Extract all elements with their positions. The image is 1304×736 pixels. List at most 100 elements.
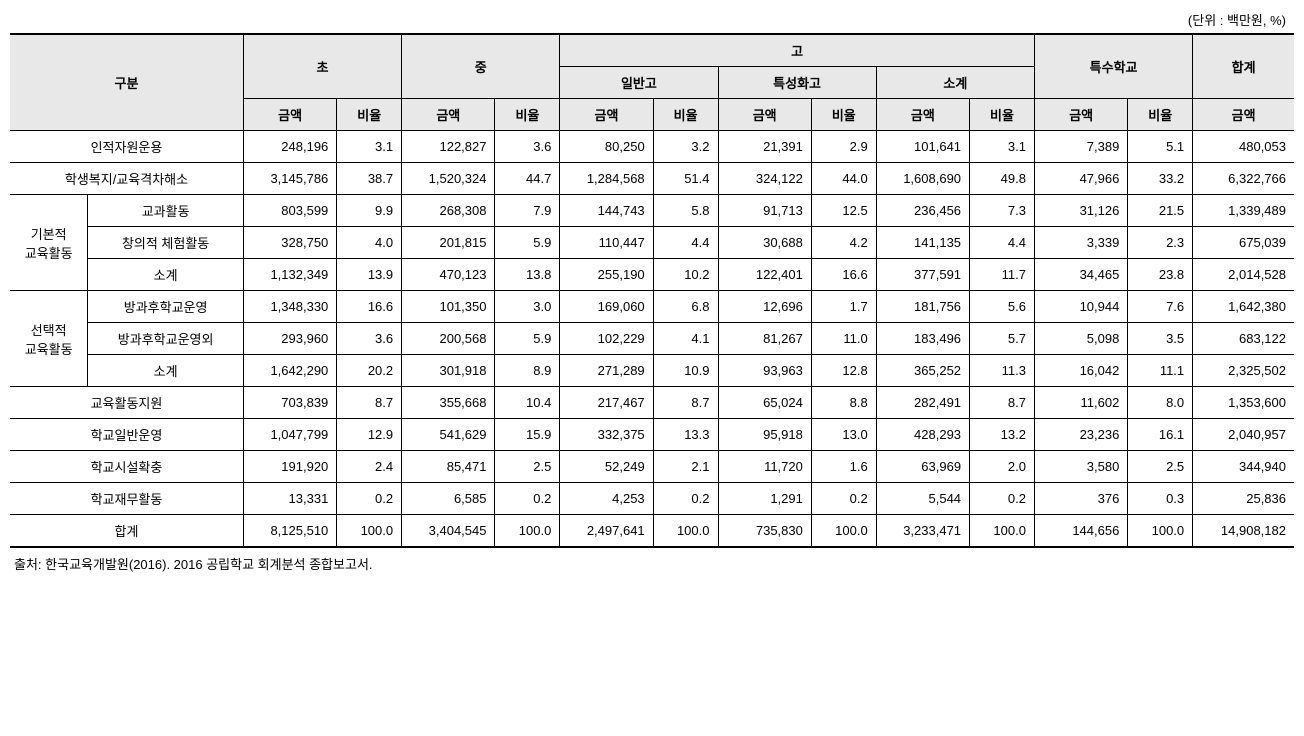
- cell: 675,039: [1193, 227, 1294, 259]
- row-label: 학교일반운영: [10, 419, 243, 451]
- cell: 144,656: [1034, 515, 1127, 548]
- header-amount: 금액: [718, 99, 811, 131]
- table-row: 교육활동지원 703,839 8.7 355,668 10.4 217,467 …: [10, 387, 1294, 419]
- cell: 44.7: [495, 163, 560, 195]
- cell: 8.8: [811, 387, 876, 419]
- header-ratio: 비율: [495, 99, 560, 131]
- header-ratio: 비율: [337, 99, 402, 131]
- cell: 44.0: [811, 163, 876, 195]
- cell: 7.3: [970, 195, 1035, 227]
- row-label: 합계: [10, 515, 243, 548]
- table-row: 소계 1,132,349 13.9 470,123 13.8 255,190 1…: [10, 259, 1294, 291]
- row-label: 인적자원운용: [10, 131, 243, 163]
- cell: 0.2: [495, 483, 560, 515]
- cell: 3.5: [1128, 323, 1193, 355]
- header-elem: 초: [243, 34, 401, 99]
- cell: 7.6: [1128, 291, 1193, 323]
- cell: 10.4: [495, 387, 560, 419]
- cell: 65,024: [718, 387, 811, 419]
- cell: 803,599: [243, 195, 336, 227]
- cell: 11.7: [970, 259, 1035, 291]
- cell: 201,815: [402, 227, 495, 259]
- header-ratio: 비율: [811, 99, 876, 131]
- cell: 8.9: [495, 355, 560, 387]
- cell: 10.9: [653, 355, 718, 387]
- cell: 8.7: [337, 387, 402, 419]
- cell: 3.6: [495, 131, 560, 163]
- cell: 248,196: [243, 131, 336, 163]
- cell: 102,229: [560, 323, 653, 355]
- cell: 5,098: [1034, 323, 1127, 355]
- cell: 2.5: [1128, 451, 1193, 483]
- cell: 5.8: [653, 195, 718, 227]
- cell: 85,471: [402, 451, 495, 483]
- cell: 100.0: [1128, 515, 1193, 548]
- header-ratio: 비율: [653, 99, 718, 131]
- cell: 268,308: [402, 195, 495, 227]
- cell: 3,580: [1034, 451, 1127, 483]
- row-label: 방과후학교운영: [88, 291, 244, 323]
- cell: 282,491: [876, 387, 969, 419]
- cell: 13.0: [811, 419, 876, 451]
- cell: 5.9: [495, 227, 560, 259]
- cell: 3,145,786: [243, 163, 336, 195]
- cell: 200,568: [402, 323, 495, 355]
- cell: 8.0: [1128, 387, 1193, 419]
- group-label: 기본적 교육활동: [10, 195, 88, 291]
- cell: 2.1: [653, 451, 718, 483]
- cell: 10,944: [1034, 291, 1127, 323]
- table-row: 방과후학교운영외 293,960 3.6 200,568 5.9 102,229…: [10, 323, 1294, 355]
- cell: 3.2: [653, 131, 718, 163]
- row-label: 학교시설확충: [10, 451, 243, 483]
- cell: 51.4: [653, 163, 718, 195]
- cell: 11.3: [970, 355, 1035, 387]
- unit-label: (단위 : 백만원, %): [10, 10, 1294, 29]
- data-table: 구분 초 중 고 특수학교 합계 일반고 특성화고 소계 금액 비율 금액 비율…: [10, 33, 1294, 548]
- cell: 5.9: [495, 323, 560, 355]
- cell: 144,743: [560, 195, 653, 227]
- cell: 2,497,641: [560, 515, 653, 548]
- cell: 2.3: [1128, 227, 1193, 259]
- cell: 23,236: [1034, 419, 1127, 451]
- cell: 8,125,510: [243, 515, 336, 548]
- cell: 141,135: [876, 227, 969, 259]
- cell: 255,190: [560, 259, 653, 291]
- cell: 5.1: [1128, 131, 1193, 163]
- cell: 13.2: [970, 419, 1035, 451]
- cell: 13.8: [495, 259, 560, 291]
- cell: 328,750: [243, 227, 336, 259]
- cell: 5,544: [876, 483, 969, 515]
- cell: 344,940: [1193, 451, 1294, 483]
- table-row: 기본적 교육활동 교과활동 803,599 9.9 268,308 7.9 14…: [10, 195, 1294, 227]
- source-label: 출처: 한국교육개발원(2016). 2016 공립학교 회계분석 종합보고서.: [10, 554, 1294, 573]
- cell: 3,233,471: [876, 515, 969, 548]
- cell: 1.6: [811, 451, 876, 483]
- cell: 6,322,766: [1193, 163, 1294, 195]
- cell: 11,720: [718, 451, 811, 483]
- cell: 0.2: [653, 483, 718, 515]
- cell: 1,291: [718, 483, 811, 515]
- cell: 2,014,528: [1193, 259, 1294, 291]
- cell: 25,836: [1193, 483, 1294, 515]
- cell: 6.8: [653, 291, 718, 323]
- row-label: 창의적 체험활동: [88, 227, 244, 259]
- cell: 1,339,489: [1193, 195, 1294, 227]
- cell: 2.9: [811, 131, 876, 163]
- cell: 271,289: [560, 355, 653, 387]
- cell: 100.0: [970, 515, 1035, 548]
- cell: 100.0: [495, 515, 560, 548]
- cell: 2.4: [337, 451, 402, 483]
- cell: 0.2: [811, 483, 876, 515]
- cell: 735,830: [718, 515, 811, 548]
- cell: 183,496: [876, 323, 969, 355]
- cell: 4.1: [653, 323, 718, 355]
- cell: 2,325,502: [1193, 355, 1294, 387]
- cell: 1,132,349: [243, 259, 336, 291]
- cell: 33.2: [1128, 163, 1193, 195]
- row-label: 소계: [88, 259, 244, 291]
- cell: 5.6: [970, 291, 1035, 323]
- cell: 1,642,380: [1193, 291, 1294, 323]
- header-total: 합계: [1193, 34, 1294, 99]
- table-row: 창의적 체험활동 328,750 4.0 201,815 5.9 110,447…: [10, 227, 1294, 259]
- cell: 1,284,568: [560, 163, 653, 195]
